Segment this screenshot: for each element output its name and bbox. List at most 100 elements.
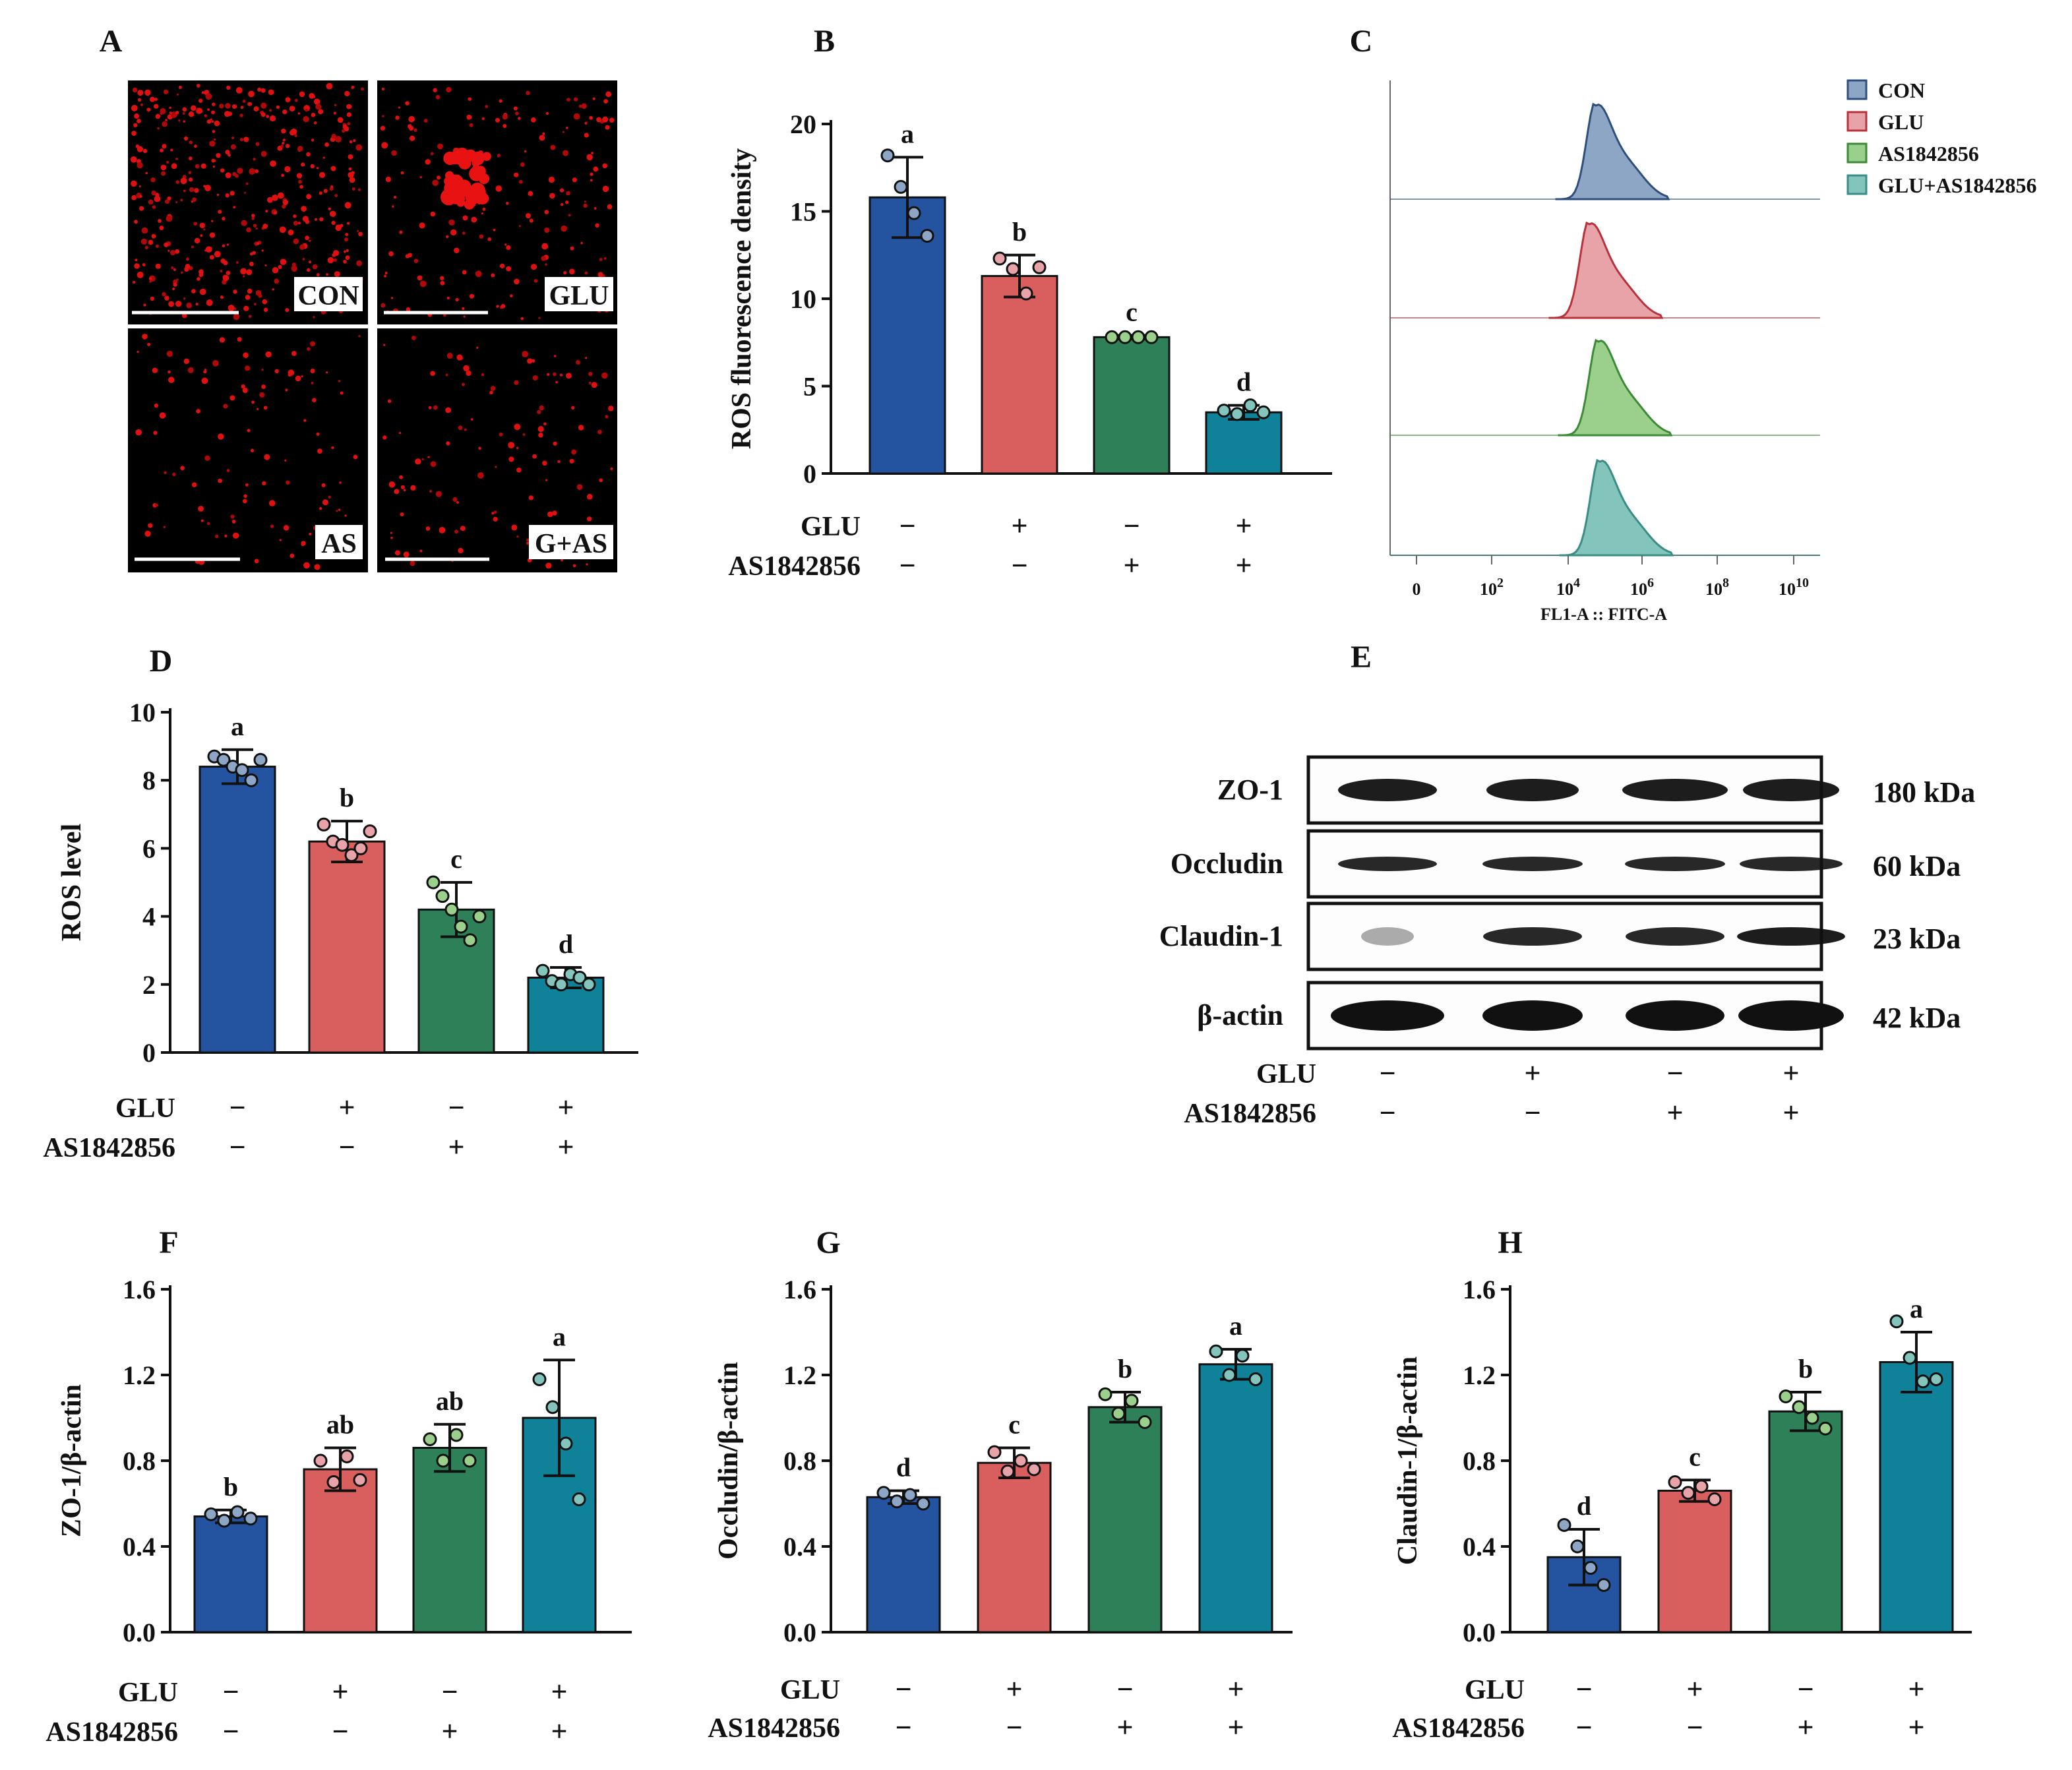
ros-dot	[562, 131, 564, 133]
ros-dot	[245, 365, 251, 371]
y-tick-label: 15	[790, 197, 816, 227]
bar	[1879, 1361, 1954, 1633]
ros-dot	[192, 197, 197, 202]
data-point	[1818, 1421, 1833, 1436]
protein-band	[1331, 1000, 1444, 1031]
ros-cluster-dot	[472, 158, 480, 168]
ros-dot	[437, 175, 441, 180]
data-point	[890, 1494, 904, 1509]
significance-letter: b	[224, 1472, 238, 1502]
treatment-label-as: AS1842856	[728, 551, 861, 582]
ros-dot	[209, 232, 216, 238]
ros-dot	[400, 512, 404, 517]
y-tick-label: 8	[142, 766, 156, 795]
ros-dot	[383, 344, 386, 346]
ros-dot	[203, 370, 207, 374]
ros-dot	[518, 225, 521, 228]
data-point	[1014, 1453, 1028, 1468]
ros-dot	[226, 243, 229, 246]
ros-dot	[171, 266, 174, 270]
as-sign: +	[1783, 1097, 1799, 1129]
ros-dot	[191, 289, 196, 293]
data-point	[987, 1445, 1002, 1459]
ros-dot	[524, 150, 527, 153]
ros-dot	[291, 262, 296, 267]
ros-dot	[381, 303, 386, 308]
ros-dot	[455, 297, 459, 302]
ros-dot	[201, 377, 208, 384]
ros-dot	[200, 163, 206, 169]
ros-fluorescence-dots	[382, 335, 614, 569]
ros-dot	[466, 114, 472, 120]
ros-dot	[344, 237, 349, 242]
ros-dot	[566, 98, 570, 102]
data-point	[353, 841, 368, 855]
ros-dot	[168, 301, 174, 307]
protein-name: ZO-1	[1217, 774, 1283, 806]
ros-dot	[490, 386, 496, 391]
ros-dot	[322, 499, 328, 506]
ros-dot	[408, 115, 415, 123]
tick-exponent: 8	[1722, 576, 1729, 590]
ros-dot	[183, 120, 185, 123]
ros-dot	[545, 263, 547, 266]
ros-dot	[165, 199, 170, 204]
glu-sign: +	[338, 1091, 355, 1124]
data-point	[1144, 330, 1159, 344]
ros-dot	[421, 458, 424, 461]
ros-dot	[241, 384, 245, 389]
data-point	[462, 1453, 477, 1468]
ros-dot	[183, 297, 186, 300]
ros-dot	[230, 144, 236, 150]
ros-dot	[219, 337, 226, 343]
ros-dot	[515, 111, 519, 115]
ros-dot	[231, 136, 235, 140]
blot-strips: ZO-1 180 kDa Occludin 60 kDa Claudin-1 23 kDa…	[1159, 755, 1975, 1051]
significance-letter: b	[1118, 1354, 1132, 1384]
data-point	[1805, 1411, 1819, 1425]
ros-dot	[346, 104, 351, 109]
glu-sign: +	[551, 1676, 567, 1708]
as-sign: −	[1686, 1711, 1703, 1744]
ros-dot	[253, 224, 257, 228]
ros-dot	[211, 158, 216, 163]
ros-dot	[339, 481, 342, 484]
ros-dot	[133, 123, 138, 128]
ros-dot	[316, 273, 320, 277]
ros-dot	[448, 219, 455, 226]
ros-dot	[198, 272, 204, 278]
ros-dot	[462, 270, 467, 275]
ros-dot	[175, 300, 182, 307]
ros-dot	[282, 141, 285, 145]
ros-dot	[419, 280, 427, 288]
as-sign: −	[895, 1711, 911, 1744]
ros-dot	[268, 500, 276, 506]
ros-dot	[390, 297, 394, 299]
ros-dot	[344, 202, 351, 209]
ros-dot	[237, 336, 242, 342]
ros-dot	[331, 133, 336, 139]
ros-dot	[596, 117, 601, 123]
ros-dot	[233, 290, 237, 294]
ros-dot	[137, 271, 144, 278]
ros-dot	[541, 256, 546, 261]
ros-dot	[251, 217, 255, 220]
flow-x-tick-label: 106	[1630, 576, 1654, 599]
ros-dot	[226, 85, 231, 90]
data-point	[894, 179, 908, 194]
ros-dot	[160, 107, 166, 115]
data-point	[582, 977, 596, 992]
ros-dot	[602, 163, 608, 169]
ros-dot	[546, 373, 550, 376]
as-sign: −	[899, 549, 915, 582]
ros-dot	[410, 485, 416, 491]
treatment-label-glu: GLU	[1465, 1675, 1525, 1705]
ros-dot	[222, 244, 226, 248]
ros-dot	[537, 426, 544, 433]
ros-dot	[279, 539, 282, 541]
ros-dot	[175, 158, 179, 160]
ros-dot	[157, 127, 160, 130]
data-point	[1557, 1518, 1571, 1532]
ros-dot	[249, 168, 256, 175]
ros-dot	[605, 91, 612, 98]
